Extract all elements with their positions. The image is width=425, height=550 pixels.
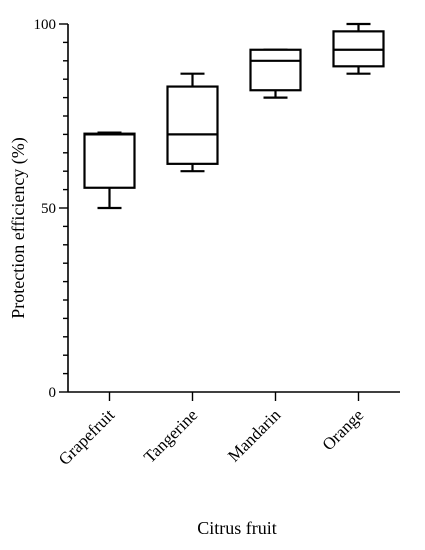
box-tangerine <box>166 72 219 173</box>
boxes-group <box>83 22 385 210</box>
y-axis-title: Protection efficiency (%) <box>8 137 29 319</box>
box-mandarin <box>249 48 302 99</box>
y-axis: 0 50 100 <box>34 17 69 401</box>
y-tick-label: 50 <box>41 201 56 217</box>
box-orange <box>332 22 385 75</box>
iqr-box <box>83 132 136 189</box>
x-axis: Grapefruit Tangerine Mandarin Orange <box>55 391 400 469</box>
x-tick-label: Orange <box>319 405 368 454</box>
x-tick-label: Tangerine <box>140 405 201 466</box>
box-grapefruit <box>83 131 136 210</box>
iqr-box <box>166 85 219 165</box>
y-tick-label: 0 <box>49 385 57 401</box>
x-tick-label: Grapefruit <box>55 405 119 469</box>
x-tick-label: Mandarin <box>224 405 285 466</box>
y-tick-label: 100 <box>34 17 57 33</box>
x-axis-title: Citrus fruit <box>197 518 277 538</box>
iqr-box <box>249 48 302 92</box>
